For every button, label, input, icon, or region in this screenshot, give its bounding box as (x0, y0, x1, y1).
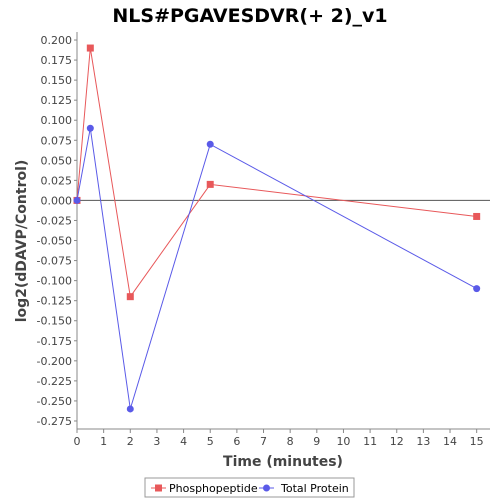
legend: Phosphopeptide Total Protein (144, 477, 355, 498)
y-tick-label: 0.025 (41, 174, 73, 187)
y-tick-label: -0.125 (37, 295, 72, 308)
chart-title: NLS#PGAVESDVR(+ 2)_v1 (112, 5, 387, 27)
y-tick-label: -0.200 (37, 355, 72, 368)
data-point (206, 180, 214, 188)
y-tick-label: -0.250 (37, 395, 72, 408)
x-tick-label: 5 (207, 435, 214, 448)
y-tick-label: -0.050 (37, 235, 72, 248)
y-tick-label: 0.150 (41, 74, 73, 87)
data-point (86, 124, 94, 132)
plot-area (77, 32, 490, 429)
y-tick-label: 0.075 (41, 134, 73, 147)
x-tick-label: 13 (416, 435, 430, 448)
y-tick-label: 0.125 (41, 94, 73, 107)
x-tick-label: 3 (153, 435, 160, 448)
y-tick-label: 0.200 (41, 34, 73, 47)
x-tick-label: 8 (287, 435, 294, 448)
x-tick-label: 2 (127, 435, 134, 448)
y-tick-label: -0.150 (37, 315, 72, 328)
y-tick-label: 0.000 (41, 194, 73, 207)
x-tick-label: 4 (180, 435, 187, 448)
y-tick-label: 0.175 (41, 54, 73, 67)
y-tick-label: -0.025 (37, 214, 72, 227)
data-point (473, 285, 481, 293)
legend-box (144, 477, 355, 498)
data-point (473, 212, 481, 220)
x-tick-label: 14 (443, 435, 457, 448)
x-tick-label: 7 (260, 435, 267, 448)
data-point (86, 44, 94, 52)
data-point (206, 140, 214, 148)
y-tick-label: -0.075 (37, 255, 72, 268)
x-tick-label: 11 (363, 435, 377, 448)
x-tick-label: 6 (233, 435, 240, 448)
y-tick-label: -0.175 (37, 335, 72, 348)
y-tick-label: 0.100 (41, 114, 73, 127)
legend-label: Total Protein (280, 482, 349, 495)
legend-marker (155, 484, 162, 492)
legend-marker (263, 484, 270, 492)
series-total-protein (73, 124, 481, 413)
x-axis-label: Time (minutes) (223, 454, 343, 470)
legend-label: Phosphopeptide (169, 482, 258, 495)
y-tick-label: -0.275 (37, 415, 72, 428)
data-point (126, 405, 134, 413)
x-tick-label: 1 (100, 435, 107, 448)
data-point (73, 196, 81, 204)
x-tick-label: 15 (470, 435, 484, 448)
y-tick-label: 0.050 (41, 154, 73, 167)
x-tick-label: 9 (313, 435, 320, 448)
y-axis-label: log2(dDAVP/Control) (14, 160, 30, 323)
y-tick-label: -0.225 (37, 375, 72, 388)
x-tick-label: 10 (336, 435, 350, 448)
x-tick-label: 12 (390, 435, 404, 448)
data-point (126, 293, 134, 301)
x-tick-label: 0 (74, 435, 81, 448)
y-tick-label: -0.100 (37, 275, 72, 288)
